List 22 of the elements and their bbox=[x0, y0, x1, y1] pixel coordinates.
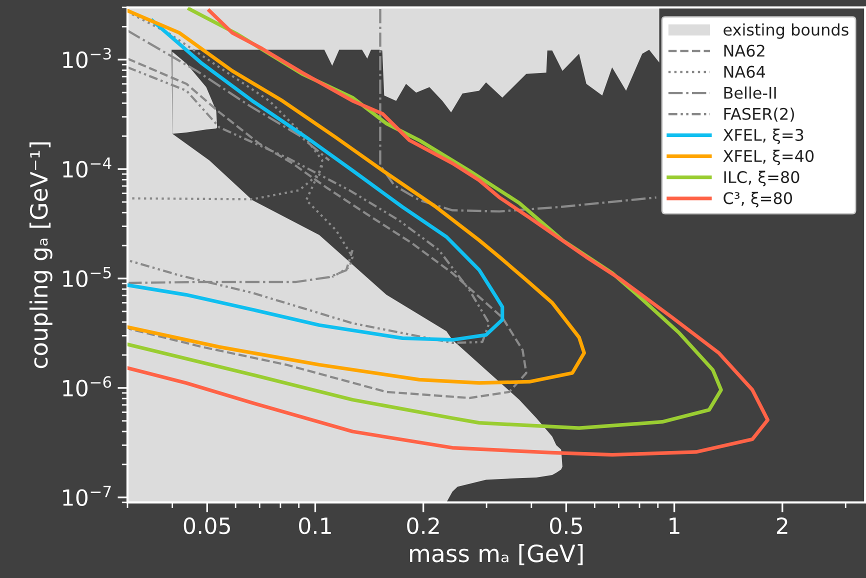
legend-label: ILC, ξ=80 bbox=[724, 170, 800, 186]
legend-label: XFEL, ξ=3 bbox=[723, 128, 804, 144]
legend-label: NA62 bbox=[724, 44, 764, 57]
x-tick-label: 0.05 bbox=[184, 517, 230, 534]
x-tick-label: 0.1 bbox=[299, 517, 331, 534]
legend-label: NA64 bbox=[724, 66, 766, 78]
x-tick-label: 0.2 bbox=[407, 517, 439, 534]
x-tick-label: 2 bbox=[776, 517, 788, 534]
legend-label: existing bounds bbox=[724, 23, 848, 39]
x-axis-title: mass mₐ [GeV] bbox=[410, 544, 583, 566]
y-tick-label: 10$^{−5}$ bbox=[63, 266, 111, 288]
y-tick-label: 10$^{−3}$ bbox=[63, 48, 111, 68]
legend-label: C³, ξ=80 bbox=[724, 192, 792, 208]
legend-label: Belle-II bbox=[724, 86, 776, 99]
legend-label: FASER(2) bbox=[724, 108, 794, 122]
y-tick-label: 10$^{−7}$ bbox=[63, 486, 111, 506]
x-tick-label: 0.5 bbox=[550, 517, 582, 534]
legend-label: XFEL, ξ=40 bbox=[723, 150, 814, 166]
y-tick-label: 10$^{−6}$ bbox=[63, 376, 112, 397]
x-tick-label: 1 bbox=[670, 518, 680, 534]
y-axis-title: coupling gₐ [GeV⁻¹] bbox=[30, 142, 52, 368]
y-tick-label: 10$^{−4}$ bbox=[63, 158, 112, 178]
